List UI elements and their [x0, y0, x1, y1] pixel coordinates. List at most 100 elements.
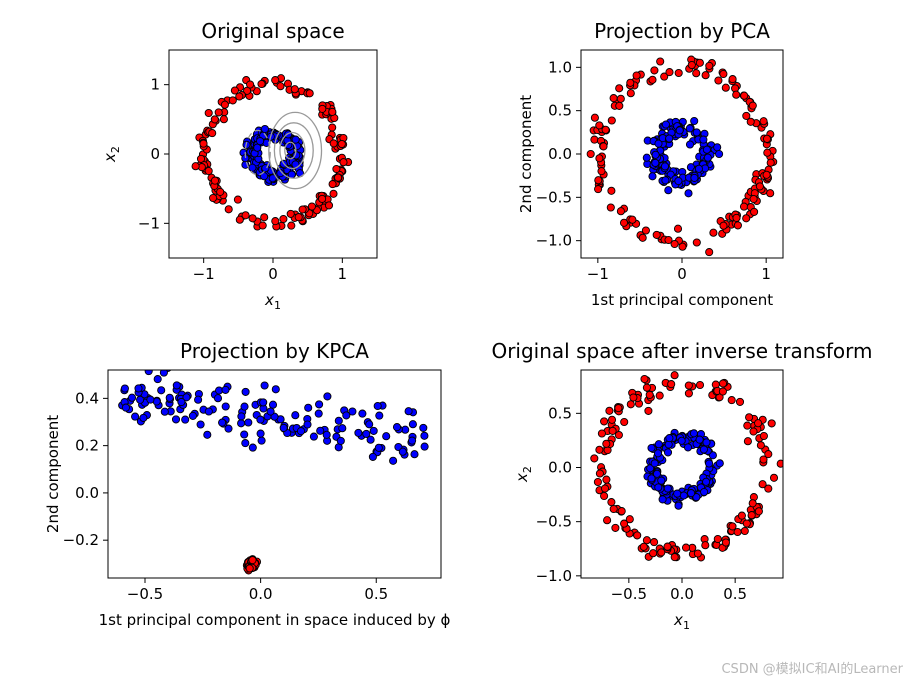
original-x-tick-label: −1: [193, 265, 215, 283]
inverse-point-outer: [740, 526, 749, 536]
original-point-outer: [246, 80, 255, 89]
kpca-point-inner: [221, 402, 230, 411]
original-point-outer: [228, 96, 237, 105]
inverse-point-outer: [642, 383, 651, 392]
kpca-point-inner: [354, 428, 363, 437]
kpca-point-inner: [177, 397, 186, 407]
original-point-outer: [328, 123, 337, 132]
inverse-point-outer: [728, 522, 737, 531]
original-point-outer: [271, 76, 280, 85]
pca-point-inner: [690, 173, 699, 182]
inverse-point-inner: [665, 434, 674, 443]
inverse-point-inner: [677, 436, 686, 445]
pca-point-outer: [749, 194, 758, 204]
kpca-point-inner: [194, 395, 203, 404]
pca-point-outer: [742, 214, 751, 223]
kpca-y-tick-label: 0.2: [75, 437, 99, 455]
pca-point-outer: [615, 84, 624, 93]
inverse-point-inner: [695, 435, 704, 444]
pca-point-inner: [694, 164, 703, 173]
inverse-point-outer: [649, 549, 658, 558]
pca-point-inner: [674, 176, 683, 186]
inverse-point-outer: [595, 445, 604, 454]
original-point-outer: [209, 193, 218, 203]
original-point-outer: [329, 189, 338, 198]
pca-point-inner: [661, 176, 670, 185]
pca-point-outer: [597, 167, 606, 176]
kpca-point-outer: [245, 564, 254, 573]
original-point-outer: [230, 86, 239, 95]
kpca-axes-frame: [107, 369, 442, 579]
pca-point-outer: [692, 69, 701, 78]
inverse-y-tick-label: −0.5: [536, 513, 572, 531]
inverse-point-outer: [600, 484, 610, 493]
inverse-point-outer: [745, 413, 754, 422]
inverse-axes-frame: [580, 369, 784, 579]
original-point-inner: [253, 143, 262, 152]
original-contour-line: [268, 111, 323, 190]
inverse-point-outer: [695, 380, 705, 390]
pca-point-inner: [685, 140, 695, 149]
inverse-point-outer: [735, 397, 745, 406]
inverse-point-inner: [708, 451, 717, 460]
original-point-inner: [268, 174, 277, 183]
original-point-outer: [305, 89, 314, 98]
kpca-x-label: 1st principal component in space induced…: [99, 611, 451, 629]
original-point-outer: [307, 202, 316, 211]
kpca-point-inner: [165, 393, 174, 402]
inverse-point-inner: [715, 459, 724, 468]
kpca-point-inner: [342, 411, 351, 420]
original-point-outer: [235, 215, 244, 224]
inverse-point-inner: [692, 493, 701, 502]
inverse-point-outer: [748, 499, 757, 508]
pca-point-outer: [673, 224, 683, 233]
inverse-point-outer: [737, 511, 746, 520]
inverse-point-outer: [754, 419, 763, 428]
inverse-point-outer: [754, 507, 763, 516]
pca-point-outer: [641, 226, 650, 235]
original-contour-line: [273, 122, 314, 179]
kpca-plot-area: [118, 370, 429, 575]
inverse-point-outer: [620, 519, 629, 528]
pca-point-outer: [759, 117, 768, 126]
inverse-point-outer: [667, 380, 676, 389]
pca-point-inner: [651, 158, 660, 167]
inverse-point-outer: [597, 429, 606, 438]
kpca-point-inner: [408, 420, 417, 429]
inverse-point-outer: [693, 549, 702, 558]
inverse-point-inner: [705, 459, 714, 468]
inverse-point-inner: [654, 440, 663, 449]
kpca-point-outer: [248, 556, 257, 565]
panel-kpca: −0.5 0.0 0.5 −0.2 0.0 0.2 0.4 Projection by KPC…: [44, 339, 451, 629]
original-x-tick-label: 0: [268, 265, 278, 283]
inverse-point-outer: [650, 538, 659, 547]
inverse-point-outer: [644, 406, 653, 415]
inverse-point-outer: [600, 417, 609, 426]
kpca-point-inner: [271, 385, 280, 394]
pca-point-outer: [705, 61, 714, 70]
pca-point-outer: [670, 239, 679, 249]
original-point-outer: [258, 221, 267, 230]
pca-point-outer: [674, 68, 683, 78]
pca-point-outer: [762, 170, 771, 179]
inverse-point-inner: [663, 448, 673, 457]
original-point-outer: [318, 104, 327, 113]
pca-point-inner: [660, 162, 670, 171]
inverse-point-outer: [620, 417, 629, 427]
pca-point-outer: [678, 242, 687, 251]
kpca-point-inner: [172, 381, 181, 390]
kpca-point-inner: [237, 412, 246, 421]
inverse-point-inner: [652, 469, 662, 478]
kpca-point-inner: [196, 420, 205, 429]
pca-point-outer: [728, 75, 737, 84]
original-title: Original space: [201, 19, 344, 43]
original-point-outer: [337, 139, 346, 149]
pca-point-outer: [586, 149, 595, 159]
inverse-point-outer: [743, 437, 752, 446]
kpca-point-inner: [420, 442, 429, 451]
kpca-point-inner: [375, 411, 384, 420]
original-contour-line: [284, 141, 297, 160]
kpca-point-inner: [398, 447, 407, 456]
pca-y-label: 2nd component: [517, 95, 535, 213]
kpca-point-inner: [213, 394, 223, 403]
